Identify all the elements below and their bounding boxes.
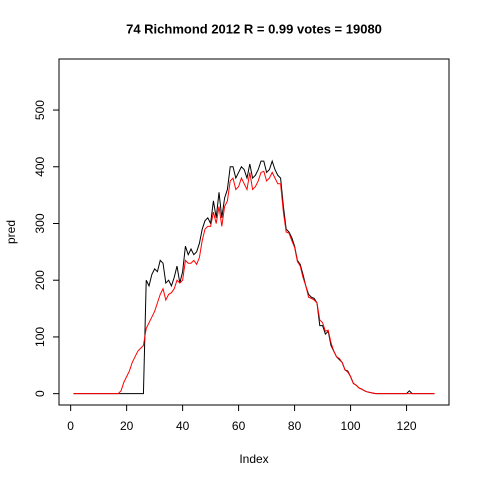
chart-title: 74 Richmond 2012 R = 0.99 votes = 19080 [126,21,382,36]
y-tick-label: 500 [33,100,47,120]
y-tick-label: 100 [33,327,47,347]
x-tick-label: 100 [341,419,361,433]
x-tick-label: 0 [67,419,74,433]
plot-frame [58,58,450,406]
x-tick-label: 80 [288,419,302,433]
y-tick-label: 0 [33,390,47,397]
y-axis-label: pred [4,220,18,244]
x-tick-label: 20 [120,419,134,433]
x-tick-label: 40 [176,419,190,433]
y-tick-label: 200 [33,270,47,290]
y-tick-label: 400 [33,156,47,176]
series-line [73,170,435,395]
x-tick-label: 60 [232,419,246,433]
x-axis-label: Index [239,452,268,466]
x-tick-label: 120 [397,419,417,433]
y-tick-label: 300 [33,213,47,233]
